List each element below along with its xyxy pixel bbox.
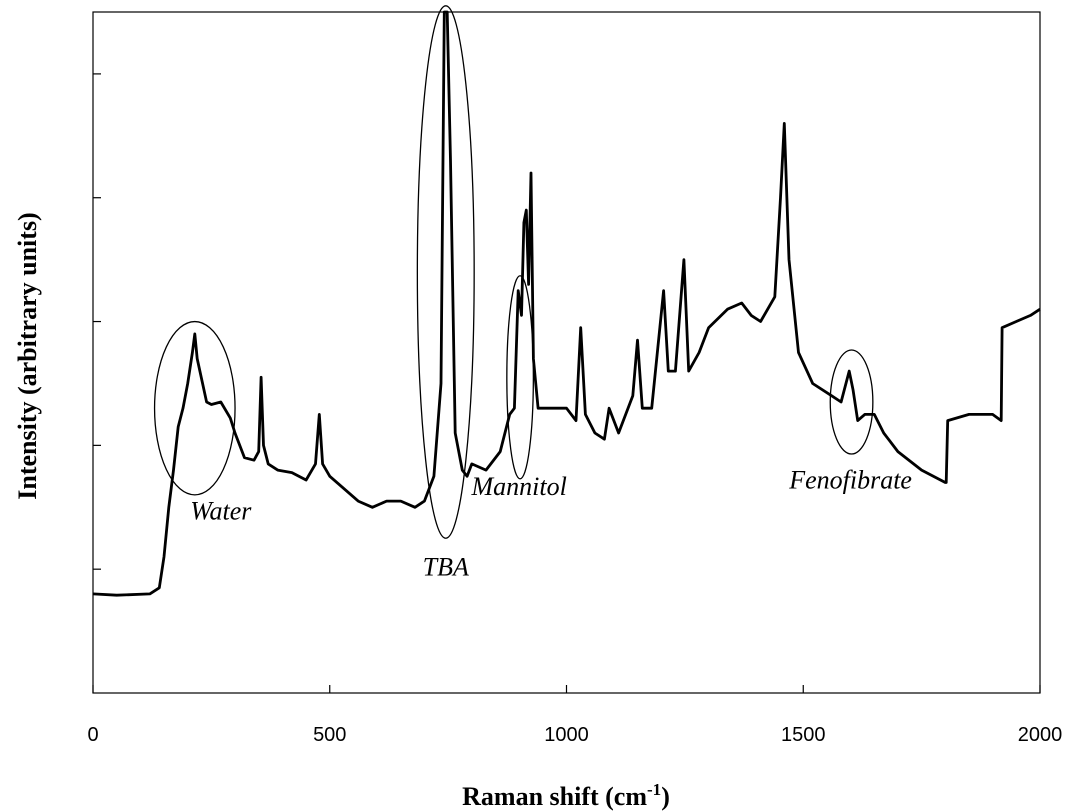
x-axis-tick-labels: 0 500 1000 1500 2000 [87,724,1062,746]
plot-area-border [92,11,1041,694]
annotation-ellipse-1 [416,5,475,539]
x-axis-ticks [92,685,1041,693]
annotation-label-0: Water [190,497,252,526]
annotations-layer: Water TBA Mannitol Fenofibrate [153,5,912,581]
plot-frame [92,11,1041,694]
annotation-ellipse-2 [506,275,535,480]
annotation-ellipse-0 [153,320,236,496]
x-tick-label-1: 500 [313,724,346,746]
spectrum-line-0 [92,10,1041,597]
x-axis-title-superscript: -1 [647,780,661,799]
x-axis-title-end: ) [661,782,670,811]
x-axis-title-main: Raman shift (cm [462,782,647,811]
x-tick-label-0: 0 [87,724,98,746]
y-axis-title: Intensity (arbitrary units) [13,212,42,499]
x-axis-title: Raman shift (cm-1) [462,780,670,811]
annotation-label-1: TBA [423,552,469,581]
series-layer [92,10,1041,597]
x-tick-label-3: 1500 [781,724,826,746]
annotation-label-2: Mannitol [470,472,566,501]
x-tick-label-2: 1000 [544,724,589,746]
y-axis-ticks [93,73,101,570]
annotation-ellipse-3 [829,349,874,455]
x-tick-label-4: 2000 [1018,724,1063,746]
annotation-label-3: Fenofibrate [788,466,912,495]
